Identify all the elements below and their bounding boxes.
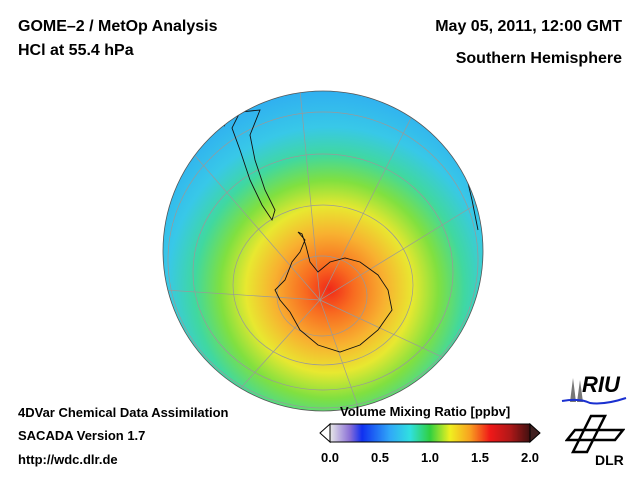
colorbar-tick: 1.5	[470, 450, 490, 465]
footer-line2: SACADA Version 1.7	[18, 428, 146, 443]
riu-wave	[561, 397, 627, 405]
date-label: May 05, 2011, 12:00 GMT	[435, 18, 622, 35]
dlr-emblem-icon	[564, 414, 626, 454]
riu-logo-text: RIU	[582, 372, 620, 397]
colorbar-max-arrow	[529, 422, 541, 444]
region-label: Southern Hemisphere	[455, 50, 622, 67]
riu-logo: RIU	[560, 372, 630, 406]
cathedral-icon	[570, 378, 583, 402]
colorbar-tick: 0.0	[320, 450, 340, 465]
colorbar	[319, 422, 541, 444]
footer-line1: 4DVar Chemical Data Assimilation	[18, 405, 229, 420]
title-line2: HCl at 55.4 hPa	[18, 42, 134, 59]
dlr-logo: DLR	[564, 412, 626, 472]
dlr-logo-text: DLR	[595, 452, 624, 468]
hcl-field	[163, 91, 483, 411]
title-line1: GOME–2 / MetOp Analysis	[18, 18, 218, 35]
colorbar-title: Volume Mixing Ratio [ppbv]	[340, 404, 511, 419]
colorbar-tick: 2.0	[520, 450, 540, 465]
footer-url: http://wdc.dlr.de	[18, 452, 118, 467]
colorbar-tick: 0.5	[370, 450, 390, 465]
colorbar-min-arrow	[319, 422, 331, 444]
colorbar-tick: 1.0	[420, 450, 440, 465]
colorbar-gradient	[329, 423, 531, 443]
